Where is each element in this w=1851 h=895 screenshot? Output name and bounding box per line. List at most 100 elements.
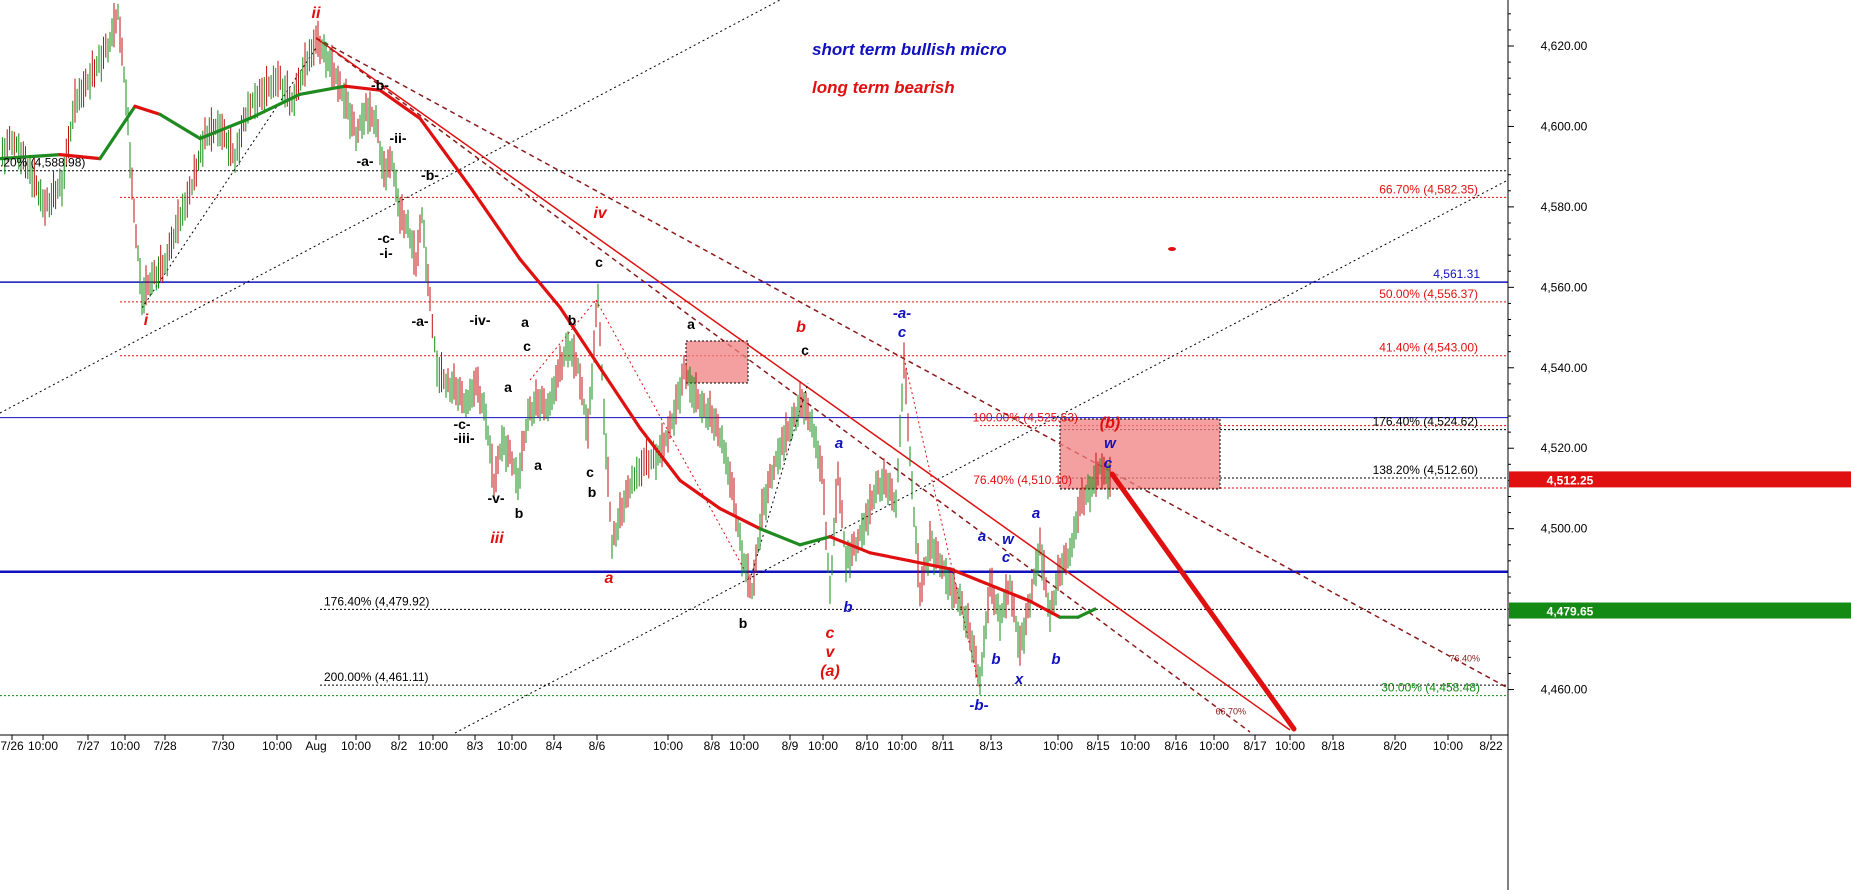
level-label: 4,561.31 (1433, 267, 1480, 281)
current-price-label: 4,479.65 (1547, 605, 1594, 619)
wave-label: c (595, 254, 603, 270)
y-tick-label: 4,500.00 (1541, 522, 1588, 536)
level-label: 66.70% (1215, 707, 1246, 717)
moving-average-segment (158, 112, 202, 141)
moving-average-segment (718, 507, 762, 531)
thin-red-dotted (595, 299, 751, 581)
wave-label: iii (490, 530, 504, 547)
x-tick-label: 8/6 (589, 739, 606, 753)
x-tick-label: 10:00 (262, 739, 292, 753)
wave-label: a (1032, 505, 1040, 522)
level-label: 41.40% (4,543.00) (1379, 341, 1478, 355)
wave-label: -iii- (454, 430, 475, 446)
trendline-lower-dotted (454, 179, 1509, 734)
wave-label: c (826, 625, 835, 642)
moving-average-segment (598, 366, 642, 430)
x-tick-label: 8/16 (1164, 739, 1188, 753)
wave-label: b (515, 505, 524, 521)
moving-average-segment (518, 257, 562, 309)
wave-label: c (898, 324, 907, 341)
wave-label: -c- (377, 230, 394, 246)
level-label: 100.00% (4,525.63) (973, 411, 1078, 425)
moving-average-segment (948, 567, 992, 587)
x-tick-label: 10:00 (1199, 739, 1229, 753)
x-tick-label: 10:00 (418, 739, 448, 753)
wave-label: a (835, 435, 843, 452)
level-label: 200.00% (4,461.11) (324, 670, 429, 684)
moving-average-segment (343, 84, 382, 92)
y-tick-label: 4,540.00 (1541, 361, 1588, 375)
x-tick-label: 8/8 (704, 739, 721, 753)
x-tick-label: 10:00 (1043, 739, 1073, 753)
moving-average-segment (198, 116, 252, 141)
x-tick-label: 7/28 (153, 739, 177, 753)
thin-red-dotted (903, 357, 981, 691)
wave-label: c (801, 342, 809, 358)
wave-label: -c- (453, 416, 470, 432)
annotation-long-term: long term bearish (812, 78, 955, 97)
y-tick-label: 4,520.00 (1541, 441, 1588, 455)
x-tick-label: 10:00 (1433, 739, 1463, 753)
current-price-box (1509, 602, 1851, 619)
moving-average-segment (298, 84, 347, 96)
moving-average-segment (98, 104, 137, 161)
wave-label: b (796, 319, 806, 336)
y-tick-label: 4,620.00 (1541, 39, 1588, 53)
target-zone-box (685, 340, 749, 384)
x-tick-label: 10:00 (1120, 739, 1150, 753)
x-tick-label: 10:00 (729, 739, 759, 753)
x-tick-label: 8/2 (391, 739, 408, 753)
moving-average-segment (468, 185, 522, 261)
moving-average-segment (58, 153, 102, 161)
moving-average-segment (798, 535, 832, 547)
x-tick-label: 8/4 (546, 739, 563, 753)
wave-label: -i- (379, 245, 393, 261)
wave-label: (a) (820, 663, 840, 680)
wave-label: -a- (893, 305, 911, 322)
y-tick-label: 4,560.00 (1541, 280, 1588, 294)
wave-label: -b- (969, 697, 988, 714)
wave-label: -b- (421, 167, 439, 183)
y-axis-panel (1508, 0, 1851, 890)
moving-average-segment (248, 92, 302, 121)
x-tick-label: 8/15 (1086, 739, 1110, 753)
wave-label: a (521, 314, 529, 330)
x-tick-label: Aug (305, 739, 326, 753)
moving-average-segment (988, 583, 1032, 603)
wave-label: -iv- (470, 312, 491, 328)
x-tick-label: 10:00 (808, 739, 838, 753)
moving-average-segment (828, 535, 872, 555)
wave-label: w (1002, 531, 1015, 548)
x-tick-label: 10:00 (28, 739, 58, 753)
stray-marker (1168, 247, 1176, 251)
y-tick-label: 4,600.00 (1541, 119, 1588, 133)
moving-average-segment (868, 551, 912, 563)
wave-label: a (605, 570, 614, 587)
wave-label: b (739, 615, 748, 631)
moving-average-segment (678, 478, 722, 511)
x-tick-label: 10:00 (653, 739, 683, 753)
wave-label: -a- (411, 313, 428, 329)
wave-label: x (1014, 671, 1024, 688)
x-tick-label: 8/11 (932, 739, 955, 753)
wave-label: v (826, 644, 836, 661)
wave-label: b (1051, 651, 1060, 668)
wave-label: b (588, 484, 597, 500)
forecast-line (1109, 471, 1297, 732)
y-tick-label: 4,580.00 (1541, 200, 1588, 214)
wave-label: iv (593, 205, 607, 222)
x-tick-label: 10:00 (110, 739, 140, 753)
x-tick-label: 8/18 (1321, 739, 1345, 753)
channel-upper (315, 37, 1509, 689)
x-tick-label: 10:00 (341, 739, 371, 753)
wave-label: -b- (371, 77, 389, 93)
wave-label: -a- (356, 153, 373, 169)
moving-average-segment (1028, 599, 1062, 619)
x-tick-label: 8/13 (979, 739, 1003, 753)
x-tick-label: 7/30 (211, 739, 235, 753)
level-label: 176.40% (4,524.62) (1373, 415, 1478, 429)
wave-label: a (978, 528, 986, 545)
moving-average-segment (418, 116, 472, 189)
current-price-label: 4,512.25 (1547, 473, 1594, 487)
